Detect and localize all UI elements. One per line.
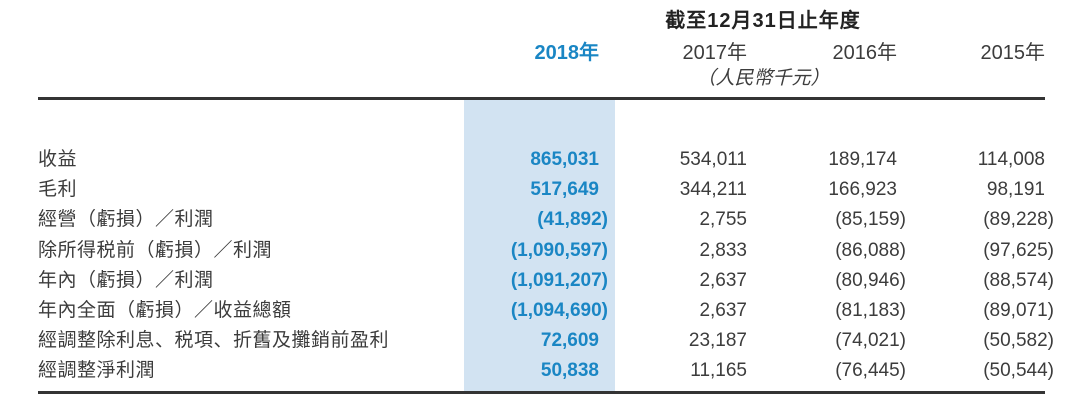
table-row: 收益 865,031 534,011 189,174 114,008	[0, 145, 1080, 175]
cell-2017: 2,755	[699, 209, 747, 230]
table-row: 經調整淨利潤 50,838 11,165 (76,445) (50,544)	[0, 356, 1080, 386]
cell-2015: (50,544)	[983, 360, 1054, 381]
cell-2017: 23,187	[688, 330, 747, 351]
cell-2018: 517,649	[530, 179, 599, 200]
cell-2016: (80,946)	[835, 270, 906, 291]
cell-2015: (89,228)	[983, 209, 1054, 230]
table-row: 除所得税前（虧損）／利潤 (1,090,597) 2,833 (86,088) …	[0, 236, 1080, 266]
cell-2018: (1,094,690)	[510, 300, 608, 321]
row-label: 年內（虧損）／利潤	[38, 270, 214, 291]
column-header-2018: 2018年	[534, 42, 600, 64]
cell-2016: (85,159)	[835, 209, 906, 230]
table-bottom-rule	[38, 391, 1045, 394]
cell-2016: 189,174	[828, 149, 897, 170]
table-row: 年內（虧損）／利潤 (1,091,207) 2,637 (80,946) (88…	[0, 266, 1080, 296]
table-row: 年內全面（虧損）／收益總額 (1,094,690) 2,637 (81,183)…	[0, 296, 1080, 326]
column-header-2015: 2015年	[980, 42, 1046, 64]
cell-2017: 2,833	[699, 240, 747, 261]
column-header-2017: 2017年	[682, 42, 748, 64]
cell-2017: 11,165	[690, 360, 747, 381]
cell-2018: 50,838	[540, 360, 599, 381]
row-label: 經調整淨利潤	[38, 360, 156, 381]
table-row: 經營（虧損）／利潤 (41,892) 2,755 (85,159) (89,22…	[0, 205, 1080, 235]
cell-2015: (50,582)	[983, 330, 1054, 351]
unit-note: （人民幣千元）	[696, 68, 830, 89]
row-label: 經營（虧損）／利潤	[38, 209, 214, 230]
cell-2016: (76,445)	[835, 360, 906, 381]
row-label: 經調整除利息、税項、折舊及攤銷前盈利	[38, 330, 390, 351]
cell-2015: 98,191	[986, 179, 1045, 200]
cell-2018: (41,892)	[537, 209, 608, 230]
cell-2016: (81,183)	[835, 300, 906, 321]
cell-2017: 2,637	[699, 270, 747, 291]
cell-2015: (88,574)	[983, 270, 1054, 291]
row-label: 毛利	[38, 179, 78, 200]
highlight-2018-column	[464, 100, 615, 391]
column-header-2016: 2016年	[832, 42, 898, 64]
cell-2015: (89,071)	[983, 300, 1054, 321]
cell-2018: 865,031	[530, 149, 599, 170]
row-label: 收益	[38, 149, 78, 170]
row-label: 年內全面（虧損）／收益總額	[38, 300, 292, 321]
cell-2017: 534,011	[679, 149, 747, 170]
cell-2016: (86,088)	[835, 240, 906, 261]
cell-2015: 114,008	[977, 149, 1045, 170]
cell-2017: 344,211	[679, 179, 747, 200]
table-row: 毛利 517,649 344,211 166,923 98,191	[0, 175, 1080, 205]
table-top-rule	[38, 97, 1045, 100]
cell-2017: 2,637	[699, 300, 747, 321]
cell-2018: 72,609	[540, 330, 599, 351]
cell-2015: (97,625)	[983, 240, 1054, 261]
table-row: 經調整除利息、税項、折舊及攤銷前盈利 72,609 23,187 (74,021…	[0, 326, 1080, 356]
cell-2016: 166,923	[828, 179, 897, 200]
period-header: 截至12月31日止年度	[665, 10, 861, 32]
cell-2018: (1,091,207)	[510, 270, 608, 291]
cell-2016: (74,021)	[835, 330, 906, 351]
row-label: 除所得税前（虧損）／利潤	[38, 240, 273, 261]
cell-2018: (1,090,597)	[510, 240, 608, 261]
